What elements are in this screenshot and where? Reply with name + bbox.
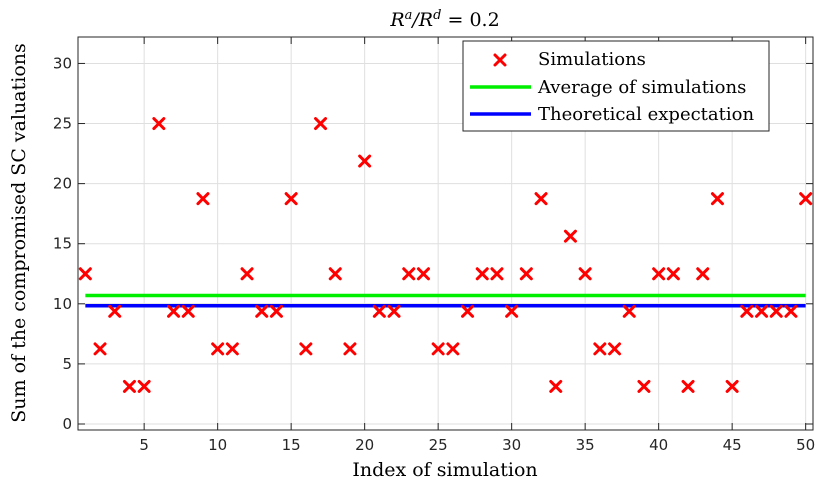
simulation-point (710, 192, 724, 206)
simulation-point (461, 304, 475, 318)
simulation-point (255, 304, 269, 318)
y-tick-label: 10 (53, 295, 72, 313)
legend-simulations-marker (493, 53, 507, 67)
simulation-point (372, 304, 386, 318)
y-axis-label: Sum of the compromised SC valuations (8, 43, 30, 422)
simulation-point (549, 379, 563, 393)
axes-box (77, 36, 814, 431)
y-tick-label: 15 (53, 235, 72, 253)
simulation-point (240, 267, 254, 281)
simulation-point (78, 267, 92, 281)
simulation-point (431, 342, 445, 356)
tick-labels: 5 10 15 20 25 30 35 40 45 50 0 5 10 15 20 25 30 (53, 54, 815, 454)
simulation-point (740, 304, 754, 318)
simulation-markers (78, 117, 813, 393)
simulation-point (622, 304, 636, 318)
simulation-point (519, 267, 533, 281)
simulation-point (475, 267, 489, 281)
x-tick-label: 10 (208, 436, 227, 454)
simulation-point (93, 342, 107, 356)
x-tick-label: 25 (429, 436, 448, 454)
average-lines (85, 293, 806, 308)
legend-label-theoretical: Theoretical expectation (538, 104, 754, 125)
x-axis-label: Index of simulation (352, 459, 537, 481)
simulation-point (446, 342, 460, 356)
x-tick-label: 45 (723, 436, 742, 454)
y-tick-label: 0 (62, 415, 72, 433)
legend: Simulations Average of simulations Theor… (462, 40, 770, 132)
x-tick-label: 35 (576, 436, 595, 454)
simulation-point (505, 304, 519, 318)
simulation-point (416, 267, 430, 281)
x-tick-label: 30 (502, 436, 521, 454)
simulation-point (769, 304, 783, 318)
simulation-point (137, 379, 151, 393)
simulation-point (637, 379, 651, 393)
y-tick-label: 30 (53, 54, 72, 72)
simulation-point (490, 267, 504, 281)
simulation-point (108, 304, 122, 318)
simulation-point (269, 304, 283, 318)
simulation-point (225, 342, 239, 356)
simulation-point (211, 342, 225, 356)
simulation-point (196, 192, 210, 206)
simulation-point (181, 304, 195, 318)
simulation-point (608, 342, 622, 356)
simulation-point (534, 192, 548, 206)
simulation-point (122, 379, 136, 393)
simulation-point (358, 154, 372, 168)
simulation-point (387, 304, 401, 318)
simulation-point (652, 267, 666, 281)
simulation-point (755, 304, 769, 318)
chart-title: Ra/Rd = 0.2 (389, 8, 499, 31)
simulation-point (681, 379, 695, 393)
y-tick-label: 20 (53, 175, 72, 193)
x-tick-label: 40 (649, 436, 668, 454)
simulation-point (578, 267, 592, 281)
simulation-point (696, 267, 710, 281)
legend-x-marker (493, 53, 507, 67)
simulation-point (152, 117, 166, 131)
simulation-point (284, 192, 298, 206)
simulation-point (314, 117, 328, 131)
x-tick-label: 20 (355, 436, 374, 454)
x-tick-label: 5 (139, 436, 149, 454)
simulation-point (784, 304, 798, 318)
simulation-point (167, 304, 181, 318)
legend-label-average: Average of simulations (537, 77, 746, 98)
simulation-point (593, 342, 607, 356)
simulation-point (725, 379, 739, 393)
x-tick-label: 50 (796, 436, 815, 454)
simulation-point (402, 267, 416, 281)
y-tick-label: 5 (62, 355, 72, 373)
legend-label-simulations: Simulations (538, 49, 646, 70)
simulation-point (563, 229, 577, 243)
x-tick-label: 15 (282, 436, 301, 454)
simulation-point (299, 342, 313, 356)
simulation-point (799, 192, 813, 206)
y-tick-label: 25 (53, 115, 72, 133)
simulation-point (328, 267, 342, 281)
simulation-point (343, 342, 357, 356)
simulation-point (666, 267, 680, 281)
